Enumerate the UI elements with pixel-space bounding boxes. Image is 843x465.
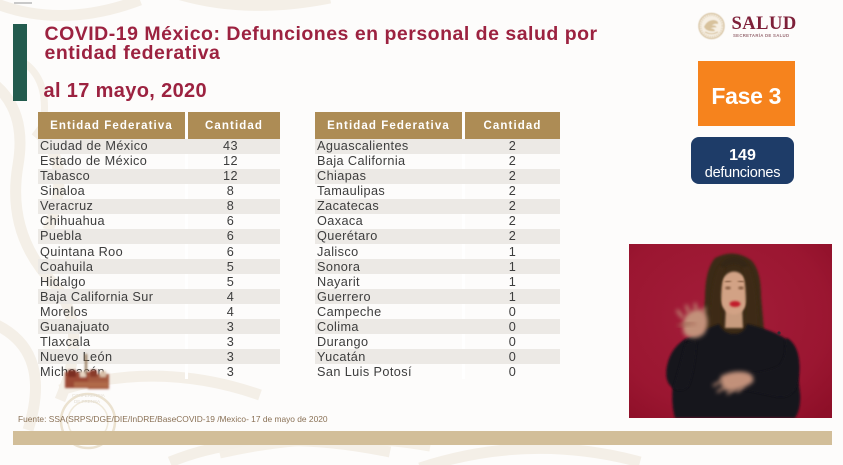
svg-text:DE PRENSA: DE PRENSA [74, 399, 100, 404]
svg-text:CONFERENCIA: CONFERENCIA [72, 393, 105, 398]
